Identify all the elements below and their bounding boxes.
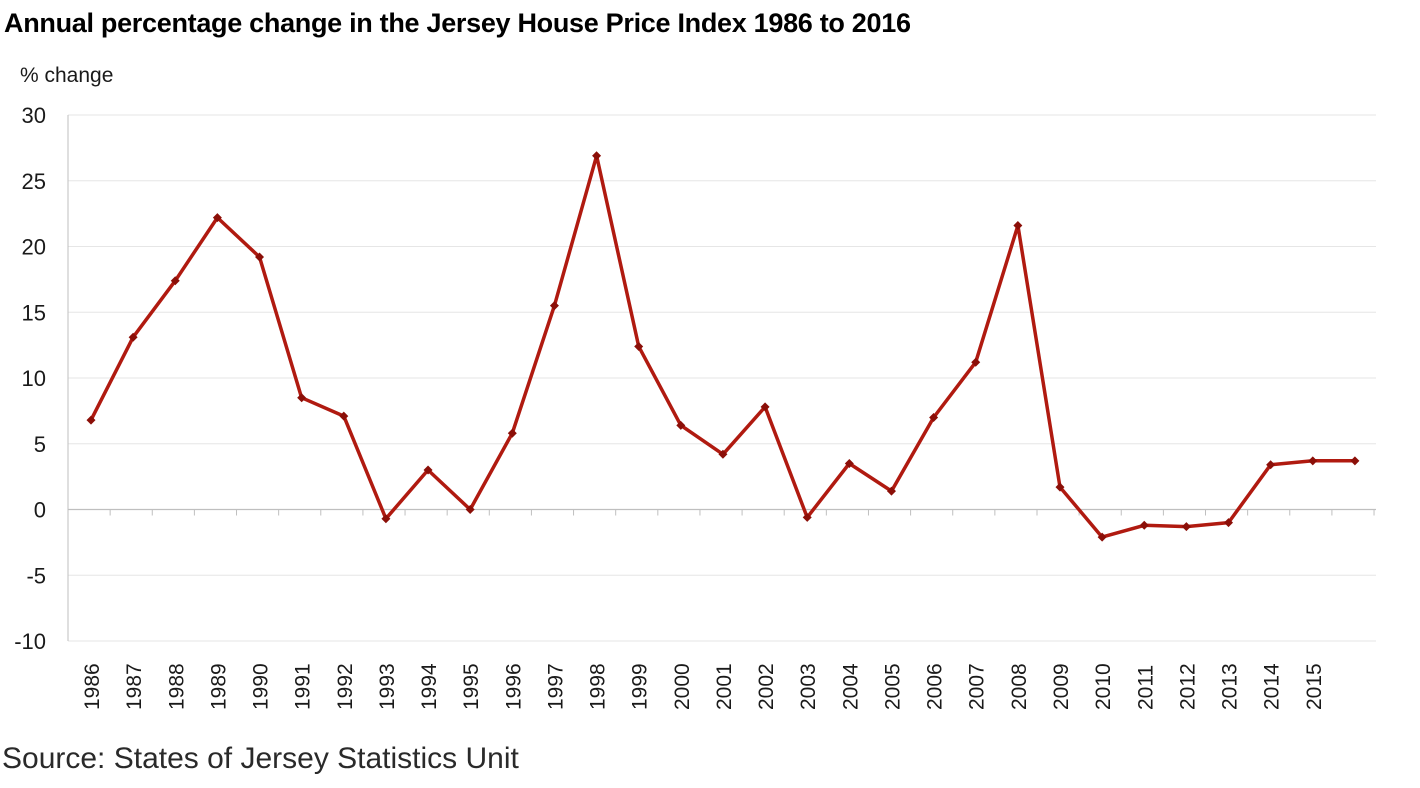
data-point [212, 213, 222, 223]
data-point [929, 412, 939, 422]
y-tick-label: -5 [26, 563, 46, 588]
data-point [676, 420, 686, 430]
data-point [1181, 522, 1191, 532]
data-point [1224, 518, 1234, 528]
x-tick-label: 2009 [1050, 663, 1073, 710]
data-point [592, 151, 602, 161]
data-point [86, 415, 96, 425]
series-line [89, 154, 1357, 539]
data-point [1097, 532, 1107, 542]
data-point [760, 402, 770, 412]
y-tick-labels: -10 -5 0 5 10 15 20 25 30 [14, 103, 46, 654]
data-point [971, 357, 981, 367]
y-tick-label: 25 [22, 169, 46, 194]
data-point [381, 514, 391, 524]
data-point [549, 301, 559, 311]
x-tick-label: 1998 [587, 663, 610, 710]
y-tick-label: 20 [22, 235, 46, 260]
chart-title: Annual percentage change in the Jersey H… [4, 8, 911, 38]
x-tick-label: 1993 [376, 663, 399, 710]
y-axis-title: % change [20, 64, 113, 87]
x-tick-label: 1986 [81, 663, 104, 710]
x-tick-labels: 1986 1987 1988 1989 1990 1991 1992 1993 1994 1995… [81, 663, 1326, 710]
data-point [465, 505, 475, 514]
y-tick-label: 0 [34, 498, 46, 523]
x-tick-label: 1988 [165, 663, 188, 710]
x-tick-label: 2002 [755, 663, 778, 710]
x-tick-label: 2015 [1303, 663, 1326, 710]
data-point [1139, 520, 1149, 530]
x-tick-label: 2008 [1008, 663, 1031, 710]
x-tick-label: 2010 [1092, 663, 1115, 710]
data-point [423, 465, 433, 475]
x-tick-label: 1999 [629, 663, 652, 710]
x-tick-label: 2000 [671, 663, 694, 710]
x-tick-label: 1995 [460, 663, 483, 710]
x-tick-label: 1992 [334, 663, 357, 710]
data-point [1055, 482, 1065, 492]
x-tick-label: 1987 [123, 663, 146, 710]
data-point [128, 332, 138, 342]
gridlines [68, 114, 1376, 642]
data-point [339, 411, 349, 421]
data-point [1308, 456, 1318, 466]
x-tick-label: 2011 [1134, 665, 1157, 710]
y-tick-label: 10 [22, 366, 46, 391]
data-point [1266, 460, 1276, 470]
x-tick-label: 1990 [250, 663, 273, 710]
data-point [802, 512, 812, 522]
axes [67, 115, 1376, 641]
source-note: Source: States of Jersey Statistics Unit [2, 742, 519, 775]
x-tick-label: 2012 [1176, 663, 1199, 710]
x-tick-label: 2014 [1261, 663, 1284, 710]
data-point [1013, 220, 1023, 230]
data-point [844, 458, 854, 468]
x-tick-label: 1989 [207, 663, 230, 710]
data-point [886, 486, 896, 496]
x-tick-label: 1996 [502, 663, 525, 710]
x-tick-label: 1991 [292, 663, 315, 710]
data-point [1350, 456, 1360, 466]
x-tick-label: 2013 [1219, 663, 1242, 710]
x-tick-label: 2005 [881, 663, 904, 710]
series [86, 151, 1360, 542]
x-tick-label: 1997 [544, 663, 567, 710]
data-point [170, 276, 180, 286]
x-tick-label: 2003 [797, 663, 820, 710]
x-tick-label: 2006 [924, 663, 947, 710]
data-point [718, 449, 728, 459]
data-point [634, 341, 644, 351]
y-tick-label: 15 [22, 300, 46, 325]
data-point [507, 428, 517, 438]
y-tick-label: -10 [14, 629, 46, 654]
x-tick-label: 1994 [418, 663, 441, 710]
data-point [297, 393, 307, 403]
x-tick-label: 2007 [966, 663, 989, 710]
x-tick-label: 2001 [713, 663, 736, 710]
y-tick-label: 5 [34, 432, 46, 457]
x-tick-label: 2004 [839, 663, 862, 710]
y-tick-label: 30 [22, 103, 46, 128]
data-point [255, 252, 265, 262]
